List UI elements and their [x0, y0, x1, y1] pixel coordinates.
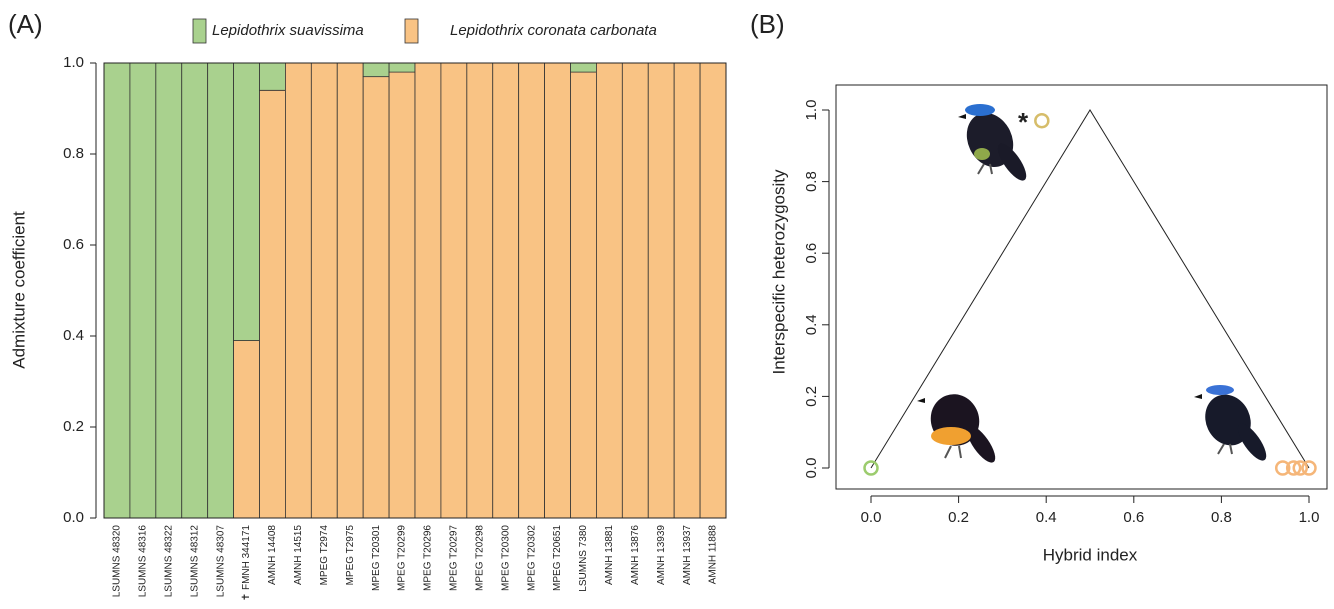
y-tick-label: 0.8	[63, 145, 84, 162]
bar-segment	[259, 89, 286, 519]
legend-swatch	[404, 18, 419, 44]
x-tick-label: AMNH 11888	[708, 525, 719, 585]
bar-segment	[207, 62, 234, 519]
x-tick-label: MPEG T20298	[474, 525, 485, 591]
plot-frame	[835, 84, 1328, 490]
x-tick-label: AMNH 13876	[630, 525, 641, 585]
x-tick-label: 0.6	[1123, 509, 1144, 526]
data-point	[1292, 460, 1308, 476]
bar-segment	[699, 62, 727, 519]
x-tick-label: AMNH 13939	[656, 525, 667, 585]
x-tick-label: 0.2	[948, 509, 969, 526]
x-tick-label: LSUMNS 48320	[112, 525, 123, 598]
bar-segment	[440, 62, 468, 519]
bar-segment	[233, 62, 260, 341]
data-point	[1274, 460, 1291, 476]
y-tick-label: 0.6	[803, 243, 820, 264]
bar-segment	[362, 76, 390, 519]
y-tick-label: 0.8	[803, 171, 820, 192]
y-tick-label: 0.2	[803, 386, 820, 407]
bar-segment	[492, 62, 520, 519]
x-tick-label: ✝ FMNH 344171	[241, 525, 252, 602]
panel-label: (B)	[750, 9, 785, 39]
x-axis-title: Hybrid index	[1043, 545, 1138, 564]
panel-label: (A)	[8, 9, 43, 39]
bar-segment	[336, 62, 364, 519]
bird-illustration	[958, 104, 1027, 181]
bar-segment	[388, 71, 416, 519]
x-tick-label: MPEG T20651	[552, 525, 563, 591]
x-tick-label: MPEG T20301	[371, 525, 382, 591]
y-tick-label: 1.0	[63, 54, 84, 71]
boundary-line	[870, 109, 1310, 469]
data-point	[863, 460, 879, 476]
x-tick-label: MPEG T2974	[319, 525, 330, 586]
bar-segment	[414, 62, 442, 519]
bird-illustration	[917, 394, 996, 463]
plot-frame	[103, 62, 727, 519]
x-tick-label: AMNH 13937	[682, 525, 693, 585]
x-tick-label: 0.0	[861, 509, 882, 526]
legend-label: Lepidothrix coronata carbonata	[450, 22, 657, 39]
y-tick-label: 0.0	[63, 509, 84, 526]
y-tick-label: 0.4	[63, 327, 84, 344]
y-tick-label: 0.4	[803, 314, 820, 335]
x-tick-label: LSUMNS 7380	[578, 525, 589, 592]
x-tick-label: LSUMNS 48316	[138, 525, 149, 598]
x-tick-label: MPEG T20299	[397, 525, 408, 591]
bar-segment	[544, 62, 571, 519]
bar-segment	[362, 62, 390, 78]
y-tick-label: 0.2	[63, 418, 84, 435]
y-axis-title: Admixture coefficient	[9, 211, 28, 369]
legend-label: Lepidothrix suavissima	[212, 22, 364, 39]
y-tick-label: 1.0	[803, 100, 820, 121]
x-tick-label: LSUMNS 48307	[215, 525, 226, 598]
x-tick-label: AMNH 13881	[604, 525, 615, 585]
x-tick-label: 0.8	[1211, 509, 1232, 526]
bar-segment	[596, 62, 623, 519]
x-tick-label: 1.0	[1299, 509, 1320, 526]
bar-segment	[181, 62, 209, 519]
x-tick-label: MPEG T2975	[345, 525, 356, 586]
bar-segment	[285, 62, 312, 519]
bar-segment	[647, 62, 675, 519]
legend-swatch	[192, 18, 207, 44]
bird-illustration	[1194, 385, 1267, 461]
bar-segment	[518, 62, 545, 519]
asterisk-annotation: *	[1018, 107, 1029, 137]
x-tick-label: MPEG T20302	[526, 525, 537, 591]
x-tick-label: LSUMNS 48322	[163, 525, 174, 598]
y-tick-label: 0.6	[63, 236, 84, 253]
data-point	[1301, 460, 1317, 476]
data-point	[1285, 460, 1302, 476]
bar-segment	[388, 62, 416, 73]
bar-segment	[621, 62, 649, 519]
y-tick-label: 0.0	[803, 458, 820, 479]
x-tick-label: AMNH 14408	[267, 525, 278, 585]
bar-segment	[129, 62, 157, 519]
bar-segment	[310, 62, 338, 519]
bar-segment	[570, 71, 597, 519]
bar-segment	[259, 62, 286, 91]
bar-segment	[103, 62, 131, 519]
bar-segment	[466, 62, 494, 519]
x-tick-label: MPEG T20300	[500, 525, 511, 591]
bar-segment	[570, 62, 597, 73]
x-tick-label: MPEG T20297	[449, 525, 460, 591]
x-tick-label: 0.4	[1036, 509, 1057, 526]
x-tick-label: MPEG T20296	[423, 525, 434, 591]
data-point	[1034, 112, 1050, 129]
bar-segment	[155, 62, 183, 519]
y-axis-title: Interspecific heterozygosity	[769, 169, 788, 375]
x-tick-label: LSUMNS 48312	[189, 525, 200, 598]
bar-segment	[673, 62, 701, 519]
bar-segment	[233, 340, 260, 519]
x-tick-label: AMNH 14515	[293, 525, 304, 585]
